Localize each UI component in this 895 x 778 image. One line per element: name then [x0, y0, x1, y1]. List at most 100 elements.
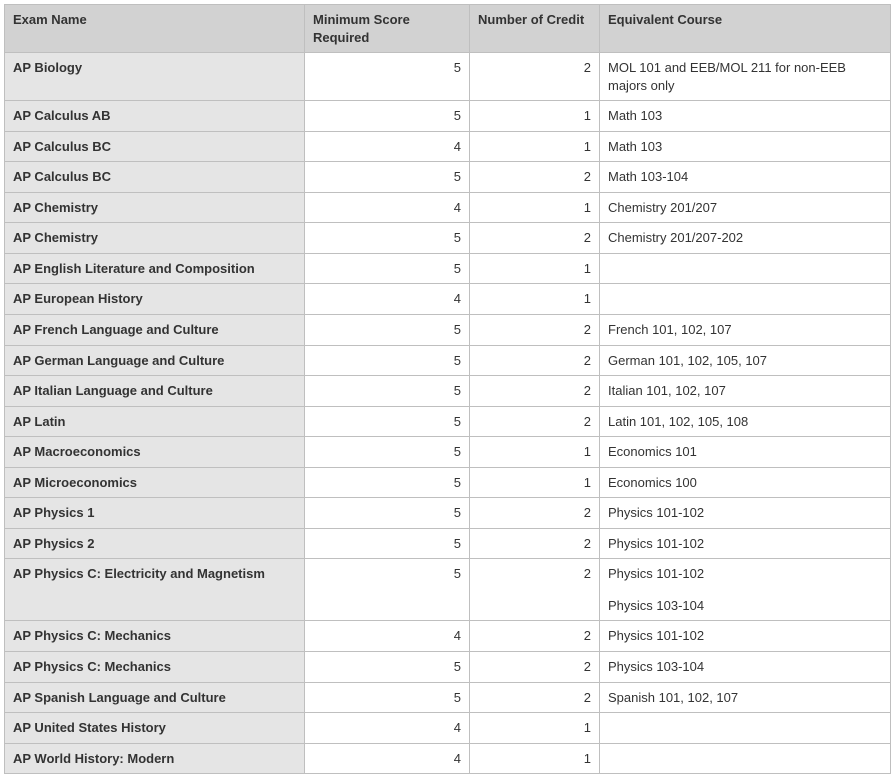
cell-score: 5	[305, 467, 470, 498]
cell-exam: AP United States History	[5, 713, 305, 744]
cell-score: 5	[305, 652, 470, 683]
table-row: AP Chemistry52 Chemistry 201/207-202	[5, 223, 891, 254]
cell-score: 4	[305, 621, 470, 652]
cell-course: Physics 101-102 Physics 103-104	[600, 559, 891, 621]
cell-score: 5	[305, 376, 470, 407]
cell-score: 5	[305, 406, 470, 437]
cell-score: 5	[305, 345, 470, 376]
cell-exam: AP Physics 1	[5, 498, 305, 529]
cell-score: 5	[305, 559, 470, 621]
cell-credit: 1	[470, 743, 600, 774]
cell-course: Spanish 101, 102, 107	[600, 682, 891, 713]
cell-credit: 1	[470, 101, 600, 132]
cell-score: 5	[305, 315, 470, 346]
cell-exam: AP Latin	[5, 406, 305, 437]
cell-course: Italian 101, 102, 107	[600, 376, 891, 407]
course-line: Math 103-104	[608, 168, 882, 186]
cell-score: 5	[305, 528, 470, 559]
cell-course	[600, 284, 891, 315]
cell-exam: AP Biology	[5, 53, 305, 101]
table-row: AP German Language and Culture52German 1…	[5, 345, 891, 376]
course-line: Physics 101-102	[608, 565, 882, 583]
cell-exam: AP Microeconomics	[5, 467, 305, 498]
table-row: AP Physics 152Physics 101-102	[5, 498, 891, 529]
cell-credit: 2	[470, 559, 600, 621]
course-line: Physics 103-104	[608, 597, 882, 615]
cell-course	[600, 713, 891, 744]
course-line: Economics 101	[608, 443, 882, 461]
table-row: AP United States History41	[5, 713, 891, 744]
course-line: Math 103	[608, 107, 882, 125]
table-row: AP Spanish Language and Culture52Spanish…	[5, 682, 891, 713]
cell-score: 5	[305, 437, 470, 468]
cell-credit: 2	[470, 652, 600, 683]
table-header: Exam Name Minimum Score Required Number …	[5, 5, 891, 53]
course-line: Math 103	[608, 138, 882, 156]
cell-credit: 1	[470, 437, 600, 468]
course-line: French 101, 102, 107	[608, 321, 882, 339]
course-line: Chemistry 201/207-202	[608, 229, 882, 247]
course-line: Physics 101-102	[608, 504, 882, 522]
course-line: Physics 101-102	[608, 627, 882, 645]
cell-exam: AP European History	[5, 284, 305, 315]
cell-exam: AP Physics 2	[5, 528, 305, 559]
cell-score: 5	[305, 682, 470, 713]
cell-credit: 2	[470, 498, 600, 529]
table-row: AP Calculus BC41Math 103	[5, 131, 891, 162]
cell-exam: AP Chemistry	[5, 223, 305, 254]
cell-credit: 1	[470, 713, 600, 744]
cell-course: Math 103-104	[600, 162, 891, 193]
cell-exam: AP Chemistry	[5, 192, 305, 223]
table-row: AP European History41	[5, 284, 891, 315]
cell-score: 4	[305, 192, 470, 223]
course-line: MOL 101 and EEB/MOL 211 for non-EEB majo…	[608, 59, 882, 94]
table-body: AP Biology52MOL 101 and EEB/MOL 211 for …	[5, 53, 891, 774]
col-header-exam: Exam Name	[5, 5, 305, 53]
cell-course: Physics 101-102	[600, 621, 891, 652]
table-row: AP Physics C: Mechanics42Physics 101-102	[5, 621, 891, 652]
table-row: AP French Language and Culture52French 1…	[5, 315, 891, 346]
cell-credit: 2	[470, 162, 600, 193]
table-header-row: Exam Name Minimum Score Required Number …	[5, 5, 891, 53]
cell-course: Chemistry 201/207-202	[600, 223, 891, 254]
cell-course: Physics 101-102	[600, 498, 891, 529]
cell-credit: 2	[470, 406, 600, 437]
cell-course: MOL 101 and EEB/MOL 211 for non-EEB majo…	[600, 53, 891, 101]
cell-credit: 2	[470, 528, 600, 559]
cell-exam: AP English Literature and Composition	[5, 253, 305, 284]
cell-course	[600, 743, 891, 774]
cell-credit: 1	[470, 253, 600, 284]
ap-credit-table: Exam Name Minimum Score Required Number …	[4, 4, 891, 774]
cell-score: 5	[305, 101, 470, 132]
cell-exam: AP Spanish Language and Culture	[5, 682, 305, 713]
course-line: Latin 101, 102, 105, 108	[608, 413, 882, 431]
cell-score: 5	[305, 223, 470, 254]
cell-score: 4	[305, 284, 470, 315]
cell-course: Economics 100	[600, 467, 891, 498]
cell-course: German 101, 102, 105, 107	[600, 345, 891, 376]
cell-exam: AP German Language and Culture	[5, 345, 305, 376]
cell-exam: AP Calculus AB	[5, 101, 305, 132]
cell-credit: 1	[470, 467, 600, 498]
cell-course: French 101, 102, 107	[600, 315, 891, 346]
table-row: AP Latin52 Latin 101, 102, 105, 108	[5, 406, 891, 437]
col-header-course: Equivalent Course	[600, 5, 891, 53]
cell-exam: AP Italian Language and Culture	[5, 376, 305, 407]
table-row: AP Macroeconomics51Economics 101	[5, 437, 891, 468]
course-line: Italian 101, 102, 107	[608, 382, 882, 400]
cell-exam: AP Physics C: Electricity and Magnetism	[5, 559, 305, 621]
cell-score: 5	[305, 162, 470, 193]
table-row: AP Microeconomics51Economics 100	[5, 467, 891, 498]
cell-score: 4	[305, 743, 470, 774]
cell-credit: 2	[470, 223, 600, 254]
cell-course: Physics 101-102	[600, 528, 891, 559]
cell-credit: 2	[470, 682, 600, 713]
cell-exam: AP World History: Modern	[5, 743, 305, 774]
cell-credit: 2	[470, 345, 600, 376]
cell-course: Math 103	[600, 131, 891, 162]
cell-score: 5	[305, 253, 470, 284]
cell-credit: 1	[470, 131, 600, 162]
course-line: Physics 103-104	[608, 658, 882, 676]
cell-credit: 2	[470, 621, 600, 652]
table-row: AP Biology52MOL 101 and EEB/MOL 211 for …	[5, 53, 891, 101]
